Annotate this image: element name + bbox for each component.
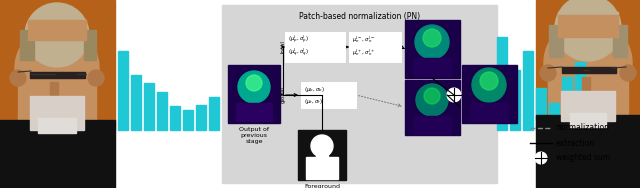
Circle shape bbox=[415, 25, 449, 59]
Bar bbox=[209, 97, 219, 130]
Bar bbox=[316, 155, 328, 160]
Text: Foreground
mask: Foreground mask bbox=[304, 184, 340, 188]
Bar bbox=[31, 69, 53, 80]
Bar bbox=[536, 88, 546, 130]
Bar bbox=[413, 116, 451, 134]
Bar bbox=[196, 105, 206, 130]
Text: normalization: normalization bbox=[556, 124, 609, 133]
Text: $(\mu_b, \sigma_b)$: $(\mu_b, \sigma_b)$ bbox=[304, 86, 324, 95]
Bar bbox=[170, 106, 180, 130]
Bar bbox=[28, 20, 86, 40]
Bar bbox=[157, 92, 167, 130]
Bar bbox=[588, 64, 612, 76]
Bar bbox=[558, 15, 618, 37]
Bar bbox=[298, 130, 346, 180]
Bar bbox=[510, 70, 520, 130]
Text: Output of
previous
stage: Output of previous stage bbox=[239, 127, 269, 144]
Bar bbox=[561, 91, 615, 121]
Bar bbox=[536, 115, 640, 188]
Bar bbox=[613, 25, 627, 57]
Bar bbox=[497, 36, 507, 130]
Bar bbox=[18, 68, 96, 130]
Circle shape bbox=[540, 65, 556, 81]
Bar bbox=[562, 64, 584, 76]
Circle shape bbox=[311, 135, 333, 157]
Bar bbox=[30, 96, 84, 130]
Bar bbox=[84, 30, 96, 60]
Circle shape bbox=[423, 29, 441, 47]
Circle shape bbox=[447, 88, 461, 102]
Circle shape bbox=[15, 26, 99, 110]
Bar bbox=[462, 65, 517, 123]
Text: $\mu_n^{l+}, \sigma_n^{l+}$: $\mu_n^{l+}, \sigma_n^{l+}$ bbox=[352, 48, 375, 58]
Bar bbox=[562, 77, 572, 130]
Bar bbox=[118, 51, 128, 130]
Bar bbox=[50, 82, 58, 96]
Text: weighted sum: weighted sum bbox=[556, 153, 610, 162]
Circle shape bbox=[480, 72, 498, 90]
Bar bbox=[549, 25, 563, 57]
Bar bbox=[285, 32, 345, 62]
Bar bbox=[144, 83, 154, 130]
Circle shape bbox=[620, 65, 636, 81]
Text: $(\mu_p^l, \sigma_p^l)$: $(\mu_p^l, \sigma_p^l)$ bbox=[288, 34, 308, 46]
Bar bbox=[38, 118, 76, 133]
Bar bbox=[0, 130, 115, 188]
Bar bbox=[536, 0, 640, 120]
Bar bbox=[582, 77, 590, 91]
Circle shape bbox=[246, 75, 262, 91]
Bar bbox=[236, 103, 272, 121]
Bar bbox=[28, 20, 86, 40]
Bar bbox=[548, 63, 628, 120]
Bar bbox=[575, 62, 585, 130]
Bar bbox=[349, 32, 401, 62]
Circle shape bbox=[555, 0, 621, 61]
Text: Patch-based normalization (PN): Patch-based normalization (PN) bbox=[299, 12, 420, 21]
Bar bbox=[228, 65, 280, 123]
Circle shape bbox=[416, 84, 448, 116]
Bar bbox=[413, 58, 451, 76]
Bar bbox=[306, 157, 338, 179]
Text: local: local bbox=[280, 41, 285, 53]
Text: global: global bbox=[280, 86, 285, 103]
Bar bbox=[222, 5, 497, 183]
Circle shape bbox=[88, 70, 104, 86]
Text: extraction: extraction bbox=[556, 139, 595, 148]
Bar bbox=[570, 113, 606, 127]
Bar bbox=[301, 82, 356, 108]
Bar bbox=[558, 12, 618, 34]
Bar bbox=[0, 120, 115, 188]
Circle shape bbox=[424, 88, 440, 104]
Circle shape bbox=[238, 71, 270, 103]
Circle shape bbox=[535, 152, 547, 164]
Circle shape bbox=[25, 3, 89, 67]
Bar bbox=[183, 110, 193, 130]
Bar bbox=[536, 120, 640, 188]
Bar bbox=[30, 72, 85, 78]
Bar bbox=[405, 80, 460, 135]
Bar bbox=[549, 102, 559, 130]
Text: $\mu_n^{l-}, \sigma_n^{l-}$: $\mu_n^{l-}, \sigma_n^{l-}$ bbox=[352, 35, 375, 45]
Text: $(\mu_r, \sigma_r)$: $(\mu_r, \sigma_r)$ bbox=[304, 98, 323, 106]
Bar bbox=[0, 0, 115, 130]
Text: $(\mu_q^l, \sigma_q^l)$: $(\mu_q^l, \sigma_q^l)$ bbox=[288, 47, 308, 59]
Bar bbox=[131, 75, 141, 130]
Bar bbox=[405, 20, 460, 78]
Bar bbox=[523, 51, 533, 130]
Bar bbox=[470, 103, 508, 121]
Bar bbox=[20, 30, 34, 60]
Circle shape bbox=[544, 19, 632, 107]
Circle shape bbox=[472, 68, 506, 102]
Circle shape bbox=[10, 70, 26, 86]
Bar bbox=[55, 69, 77, 80]
Bar bbox=[562, 67, 616, 73]
